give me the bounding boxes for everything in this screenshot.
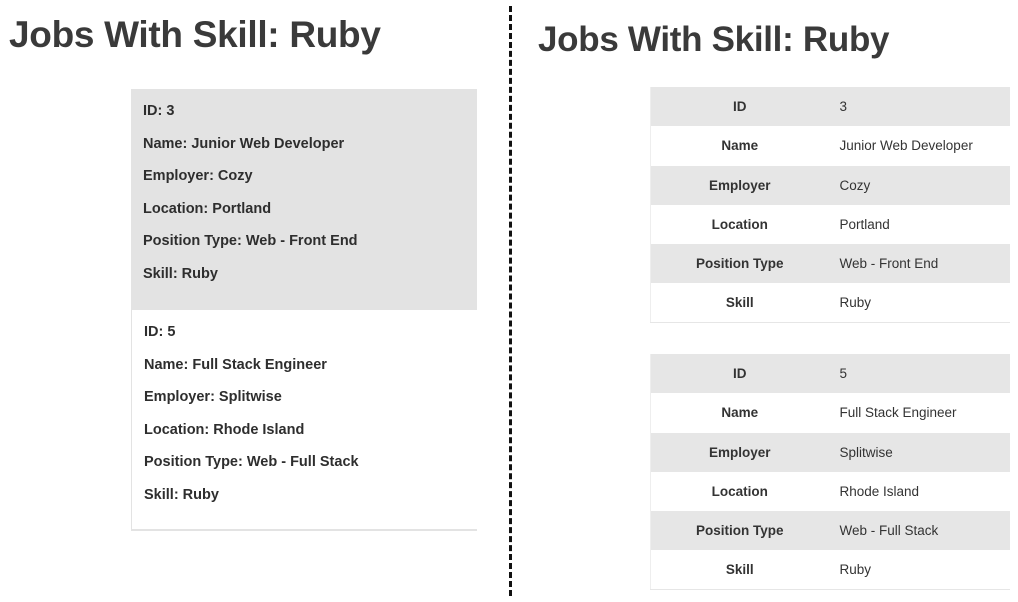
job-id: ID: 3 — [143, 103, 175, 119]
job-skill: Skill: Ruby — [144, 486, 219, 503]
job-name: Name: Junior Web Developer — [143, 135, 345, 152]
table-row: Employer Splitwise — [650, 432, 1010, 472]
table-row: Employer Cozy — [650, 165, 1010, 205]
table-row: Position Type Web - Front End — [650, 244, 1010, 284]
row-key: Skill — [650, 550, 829, 591]
row-value: Rhode Island — [828, 471, 1010, 512]
job-id: ID: 5 — [144, 324, 176, 340]
row-value: 3 — [828, 87, 1010, 127]
job-card: ID: 3 Name: Junior Web Developer Employe… — [131, 89, 477, 310]
table-row: Name Junior Web Developer — [650, 126, 1010, 166]
row-value: Cozy — [828, 165, 1010, 205]
row-value: Splitwise — [828, 432, 1010, 472]
row-key: Position Type — [650, 511, 829, 551]
job-employer: Employer: Cozy — [143, 168, 253, 184]
table-row: Name Full Stack Engineer — [650, 393, 1010, 433]
job-table: ID 3 Name Junior Web Developer Employer … — [650, 87, 1010, 324]
right-page-title: Jobs With Skill: Ruby — [538, 20, 890, 59]
row-value: Web - Full Stack — [828, 511, 1010, 551]
row-key: Location — [650, 471, 829, 512]
job-location: Location: Portland — [143, 200, 272, 217]
row-key: Location — [650, 204, 829, 245]
row-key: ID — [650, 354, 829, 394]
row-key: Position Type — [650, 244, 829, 284]
table-row: ID 5 — [650, 354, 1010, 394]
job-position-type: Position Type: Web - Full Stack — [144, 454, 359, 470]
table-row: Location Rhode Island — [650, 471, 1010, 512]
table-row: Position Type Web - Full Stack — [650, 511, 1010, 551]
row-key: Employer — [650, 432, 829, 472]
row-value: Portland — [828, 204, 1010, 245]
left-page-title: Jobs With Skill: Ruby — [9, 14, 381, 55]
table-row: ID 3 — [650, 87, 1010, 127]
row-key: ID — [650, 87, 829, 127]
left-job-list: ID: 3 Name: Junior Web Developer Employe… — [131, 89, 477, 531]
table-row: Skill Ruby — [650, 550, 1010, 591]
row-value: 5 — [828, 354, 1010, 394]
job-location: Location: Rhode Island — [144, 421, 305, 438]
row-value: Web - Front End — [828, 244, 1010, 284]
job-employer: Employer: Splitwise — [144, 389, 282, 405]
row-value: Full Stack Engineer — [828, 393, 1010, 433]
row-key: Employer — [650, 165, 829, 205]
row-value: Junior Web Developer — [828, 126, 1010, 166]
row-key: Skill — [650, 283, 829, 324]
table-row: Skill Ruby — [650, 283, 1010, 324]
row-value: Ruby — [828, 550, 1010, 591]
row-key: Name — [650, 126, 829, 166]
job-position-type: Position Type: Web - Front End — [143, 233, 358, 249]
comparison-divider — [509, 6, 512, 596]
job-table: ID 5 Name Full Stack Engineer Employer S… — [650, 354, 1010, 591]
row-key: Name — [650, 393, 829, 433]
job-card: ID: 5 Name: Full Stack Engineer Employer… — [131, 310, 477, 531]
job-skill: Skill: Ruby — [143, 265, 218, 282]
job-name: Name: Full Stack Engineer — [144, 356, 327, 373]
table-row: Location Portland — [650, 204, 1010, 245]
row-value: Ruby — [828, 283, 1010, 324]
